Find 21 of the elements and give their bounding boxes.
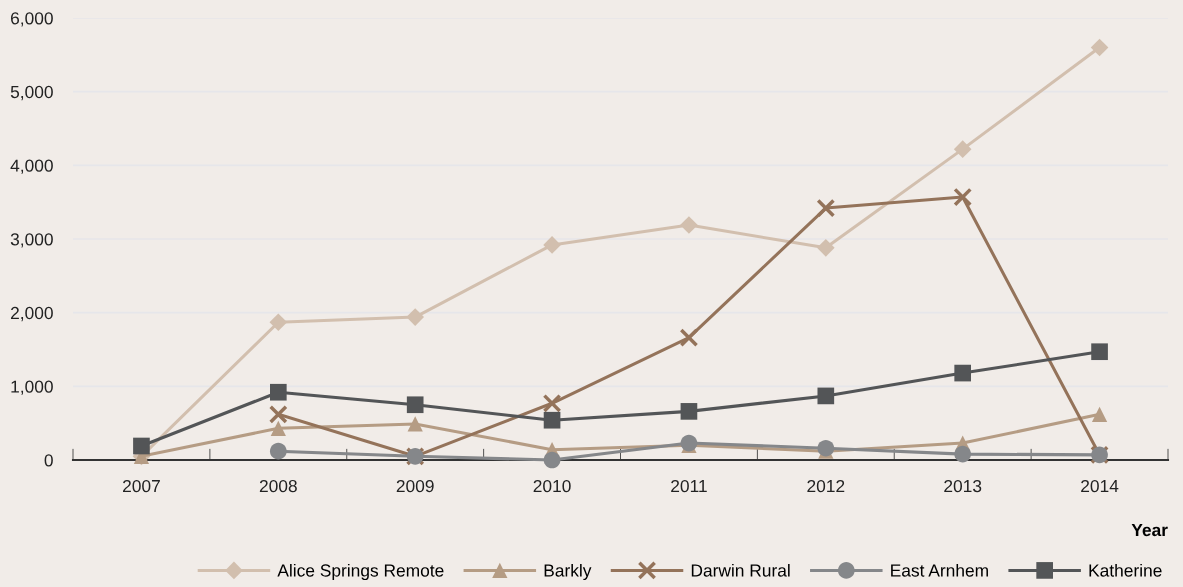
- y-tick-label: 0: [44, 454, 53, 467]
- x-tick-label: 2014: [1081, 479, 1119, 493]
- y-tick-label: 4,000: [10, 159, 53, 174]
- y-tick-label: 3,000: [10, 233, 53, 248]
- x-tick-label: 2010: [533, 479, 571, 493]
- y-tick-label: 5,000: [10, 85, 53, 101]
- legend-label: Katherine: [1089, 563, 1162, 577]
- x-tick-label: 2013: [944, 479, 982, 493]
- x-tick-label: 2009: [396, 479, 434, 493]
- x-tick-label: 2007: [123, 479, 160, 493]
- x-tick-label: 2012: [807, 479, 845, 493]
- y-tick-label: 6,000: [11, 12, 53, 27]
- x-axis-title: Year: [1131, 524, 1168, 537]
- y-tick-label: 2,000: [10, 306, 53, 322]
- legend-label: East Arnhem: [891, 563, 988, 577]
- y-tick-label: 1,000: [11, 380, 53, 395]
- legend-label: Barkly: [544, 563, 592, 581]
- x-tick-label: 2008: [259, 479, 297, 493]
- legend-label: Darwin Rural: [691, 563, 790, 577]
- x-tick-label: 2011: [671, 479, 707, 493]
- legend-label: Alice Springs Remote: [277, 563, 444, 581]
